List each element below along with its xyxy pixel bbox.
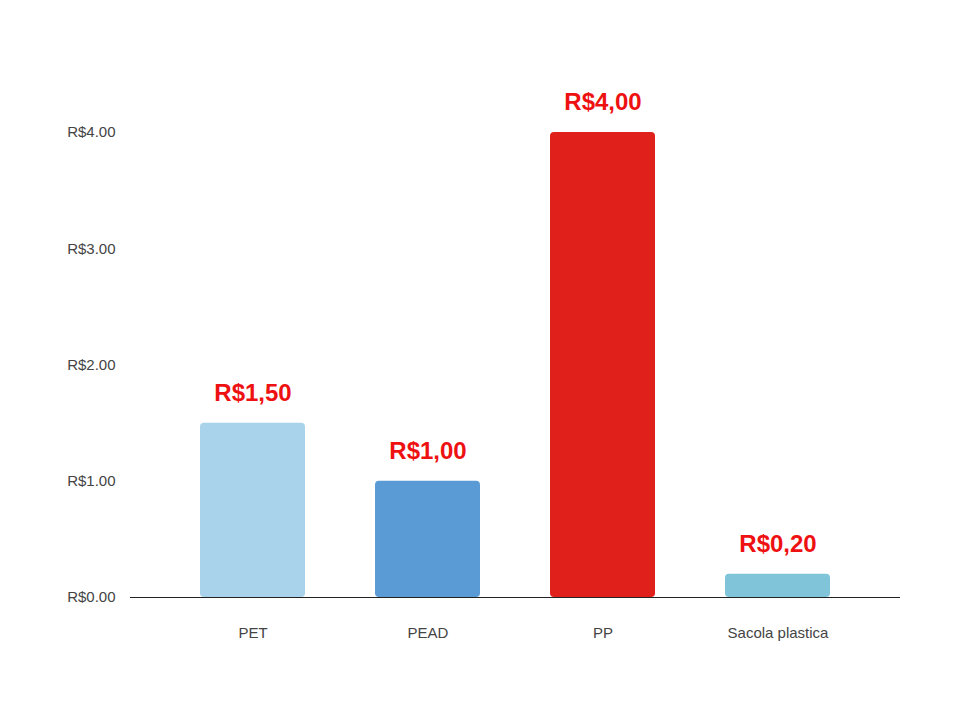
svg-text:R$0,20: R$0,20	[739, 530, 816, 557]
svg-text:R$1,50: R$1,50	[214, 379, 291, 406]
svg-text:R$4.00: R$4.00	[67, 123, 115, 140]
svg-text:PEAD: PEAD	[408, 624, 449, 641]
svg-text:PP: PP	[593, 624, 613, 641]
svg-text:R$2.00: R$2.00	[67, 356, 115, 373]
svg-text:R$0.00: R$0.00	[67, 588, 115, 605]
svg-text:PET: PET	[238, 624, 267, 641]
svg-text:R$3.00: R$3.00	[67, 240, 115, 257]
svg-text:Sacola plastica: Sacola plastica	[728, 624, 830, 641]
svg-text:R$1,00: R$1,00	[389, 437, 466, 464]
svg-text:R$1.00: R$1.00	[67, 472, 115, 489]
svg-text:R$4,00: R$4,00	[564, 88, 641, 115]
